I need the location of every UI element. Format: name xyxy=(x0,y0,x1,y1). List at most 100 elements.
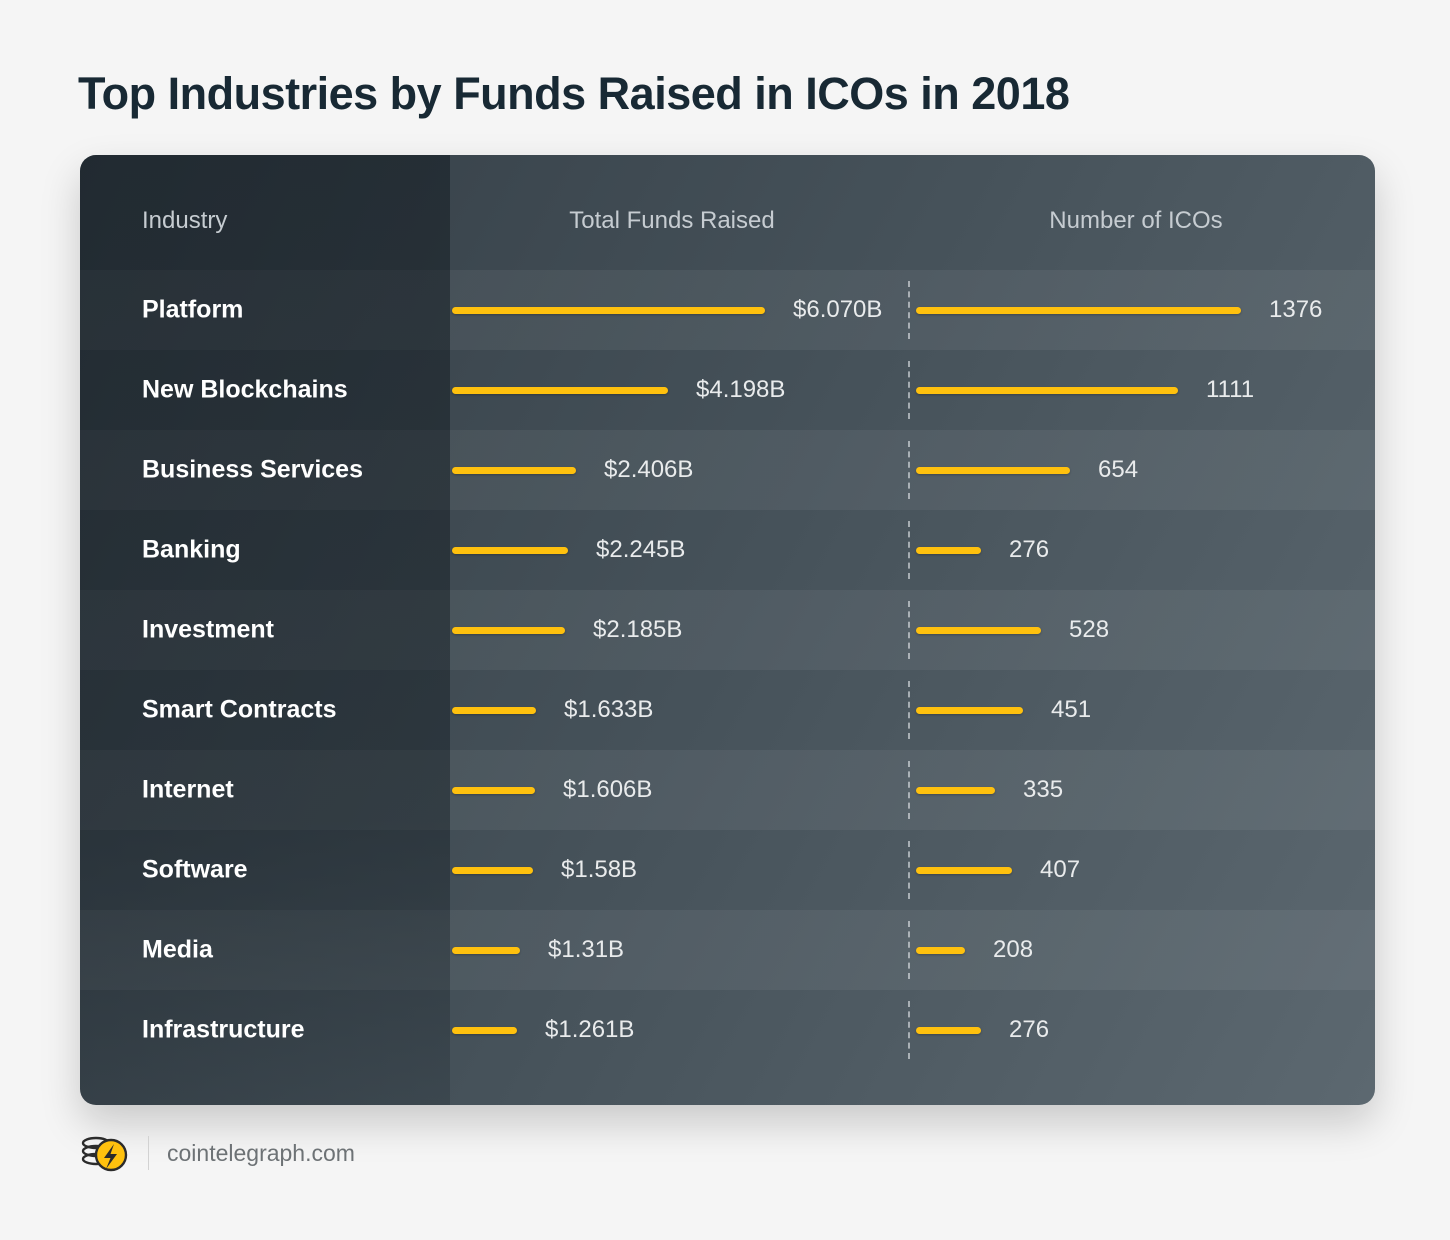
table-row: Platform $6.070B 1376 xyxy=(80,270,1375,350)
column-header-number-of-icos: Number of ICOs xyxy=(1049,207,1223,234)
industry-label: Infrastructure xyxy=(142,1015,305,1044)
icos-bar xyxy=(916,626,1041,634)
funds-bar xyxy=(452,626,565,634)
table-row: Business Services $2.406B 654 xyxy=(80,430,1375,510)
icos-cell: 208 xyxy=(916,910,1033,990)
funds-cell: $1.58B xyxy=(452,830,637,910)
funds-cell: $1.261B xyxy=(452,990,634,1070)
funds-cell: $4.198B xyxy=(452,350,785,430)
table-row: Internet $1.606B 335 xyxy=(80,750,1375,830)
icos-cell: 451 xyxy=(916,670,1091,750)
funds-value: $1.606B xyxy=(563,776,653,803)
funds-value: $4.198B xyxy=(696,376,786,403)
rows: Platform $6.070B 1376 New Blockchains $4… xyxy=(80,270,1375,1070)
table-row: New Blockchains $4.198B 1111 xyxy=(80,350,1375,430)
icos-dashed-divider xyxy=(908,1001,910,1059)
funds-cell: $6.070B xyxy=(452,270,882,350)
icos-bar xyxy=(916,466,1070,474)
funds-bar xyxy=(452,386,668,394)
industry-label: Platform xyxy=(142,295,244,324)
industry-label: Business Services xyxy=(142,455,363,484)
funds-cell: $1.606B xyxy=(452,750,652,830)
icos-bar xyxy=(916,866,1012,874)
funds-cell: $2.185B xyxy=(452,590,682,670)
icos-cell: 407 xyxy=(916,830,1080,910)
cointelegraph-logo-icon xyxy=(81,1136,128,1172)
funds-value: $2.245B xyxy=(596,536,686,563)
column-header-total-funds: Total Funds Raised xyxy=(569,207,775,234)
column-header-industry: Industry xyxy=(142,207,228,234)
icos-bar xyxy=(916,386,1178,394)
funds-value: $1.31B xyxy=(548,936,625,963)
industry-label: Banking xyxy=(142,535,241,564)
icos-value: 335 xyxy=(1023,776,1064,803)
icos-dashed-divider xyxy=(908,361,910,419)
table-header: Industry Total Funds Raised Number of IC… xyxy=(80,155,1375,270)
table-row: Banking $2.245B 276 xyxy=(80,510,1375,590)
funds-cell: $2.406B xyxy=(452,430,693,510)
table-row: Smart Contracts $1.633B 451 xyxy=(80,670,1375,750)
industry-label: New Blockchains xyxy=(142,375,348,404)
icos-bar xyxy=(916,786,995,794)
icos-cell: 654 xyxy=(916,430,1138,510)
icos-dashed-divider xyxy=(908,841,910,899)
icos-value: 451 xyxy=(1051,696,1092,723)
icos-value: 276 xyxy=(1009,536,1050,563)
icos-cell: 528 xyxy=(916,590,1109,670)
industry-label: Investment xyxy=(142,615,274,644)
funds-bar xyxy=(452,1026,517,1034)
icos-cell: 1111 xyxy=(916,350,1254,430)
table-row: Software $1.58B 407 xyxy=(80,830,1375,910)
table-row: Investment $2.185B 528 xyxy=(80,590,1375,670)
industry-label: Software xyxy=(142,855,248,884)
icos-cell: 276 xyxy=(916,990,1049,1070)
funds-cell: $2.245B xyxy=(452,510,685,590)
footer-divider xyxy=(148,1136,149,1170)
funds-bar xyxy=(452,706,536,714)
page-title: Top Industries by Funds Raised in ICOs i… xyxy=(78,68,1070,119)
funds-bar xyxy=(452,946,520,954)
table-row: Media $1.31B 208 xyxy=(80,910,1375,990)
industry-label: Internet xyxy=(142,775,234,804)
funds-bar xyxy=(452,786,535,794)
icos-bar xyxy=(916,946,965,954)
icos-cell: 335 xyxy=(916,750,1063,830)
icos-dashed-divider xyxy=(908,761,910,819)
funds-value: $1.633B xyxy=(564,696,654,723)
icos-dashed-divider xyxy=(908,601,910,659)
icos-dashed-divider xyxy=(908,921,910,979)
industry-label: Smart Contracts xyxy=(142,695,337,724)
funds-value: $1.261B xyxy=(545,1016,635,1043)
icos-dashed-divider xyxy=(908,441,910,499)
icos-bar xyxy=(916,546,981,554)
funds-value: $6.070B xyxy=(793,296,883,323)
table-row: Infrastructure $1.261B 276 xyxy=(80,990,1375,1070)
icos-value: 528 xyxy=(1069,616,1110,643)
icos-dashed-divider xyxy=(908,281,910,339)
icos-dashed-divider xyxy=(908,681,910,739)
funds-value: $1.58B xyxy=(561,856,638,883)
icos-dashed-divider xyxy=(908,521,910,579)
icos-bar xyxy=(916,706,1023,714)
funds-value: $2.185B xyxy=(593,616,683,643)
funds-bar xyxy=(452,306,765,314)
chart-card: Industry Total Funds Raised Number of IC… xyxy=(80,155,1375,1105)
icos-value: 208 xyxy=(993,936,1034,963)
icos-bar xyxy=(916,306,1241,314)
funds-cell: $1.31B xyxy=(452,910,624,990)
icos-value: 407 xyxy=(1040,856,1081,883)
footer: cointelegraph.com xyxy=(80,1128,355,1178)
icos-cell: 1376 xyxy=(916,270,1322,350)
funds-bar xyxy=(452,866,533,874)
industry-column-panel xyxy=(80,155,450,1105)
funds-bar xyxy=(452,546,568,554)
industry-label: Media xyxy=(142,935,213,964)
icos-value: 654 xyxy=(1098,456,1139,483)
icos-cell: 276 xyxy=(916,510,1049,590)
funds-bar xyxy=(452,466,576,474)
funds-cell: $1.633B xyxy=(452,670,653,750)
site-name: cointelegraph.com xyxy=(167,1139,355,1166)
icos-value: 276 xyxy=(1009,1016,1050,1043)
funds-value: $2.406B xyxy=(604,456,694,483)
icos-value: 1376 xyxy=(1269,296,1323,323)
